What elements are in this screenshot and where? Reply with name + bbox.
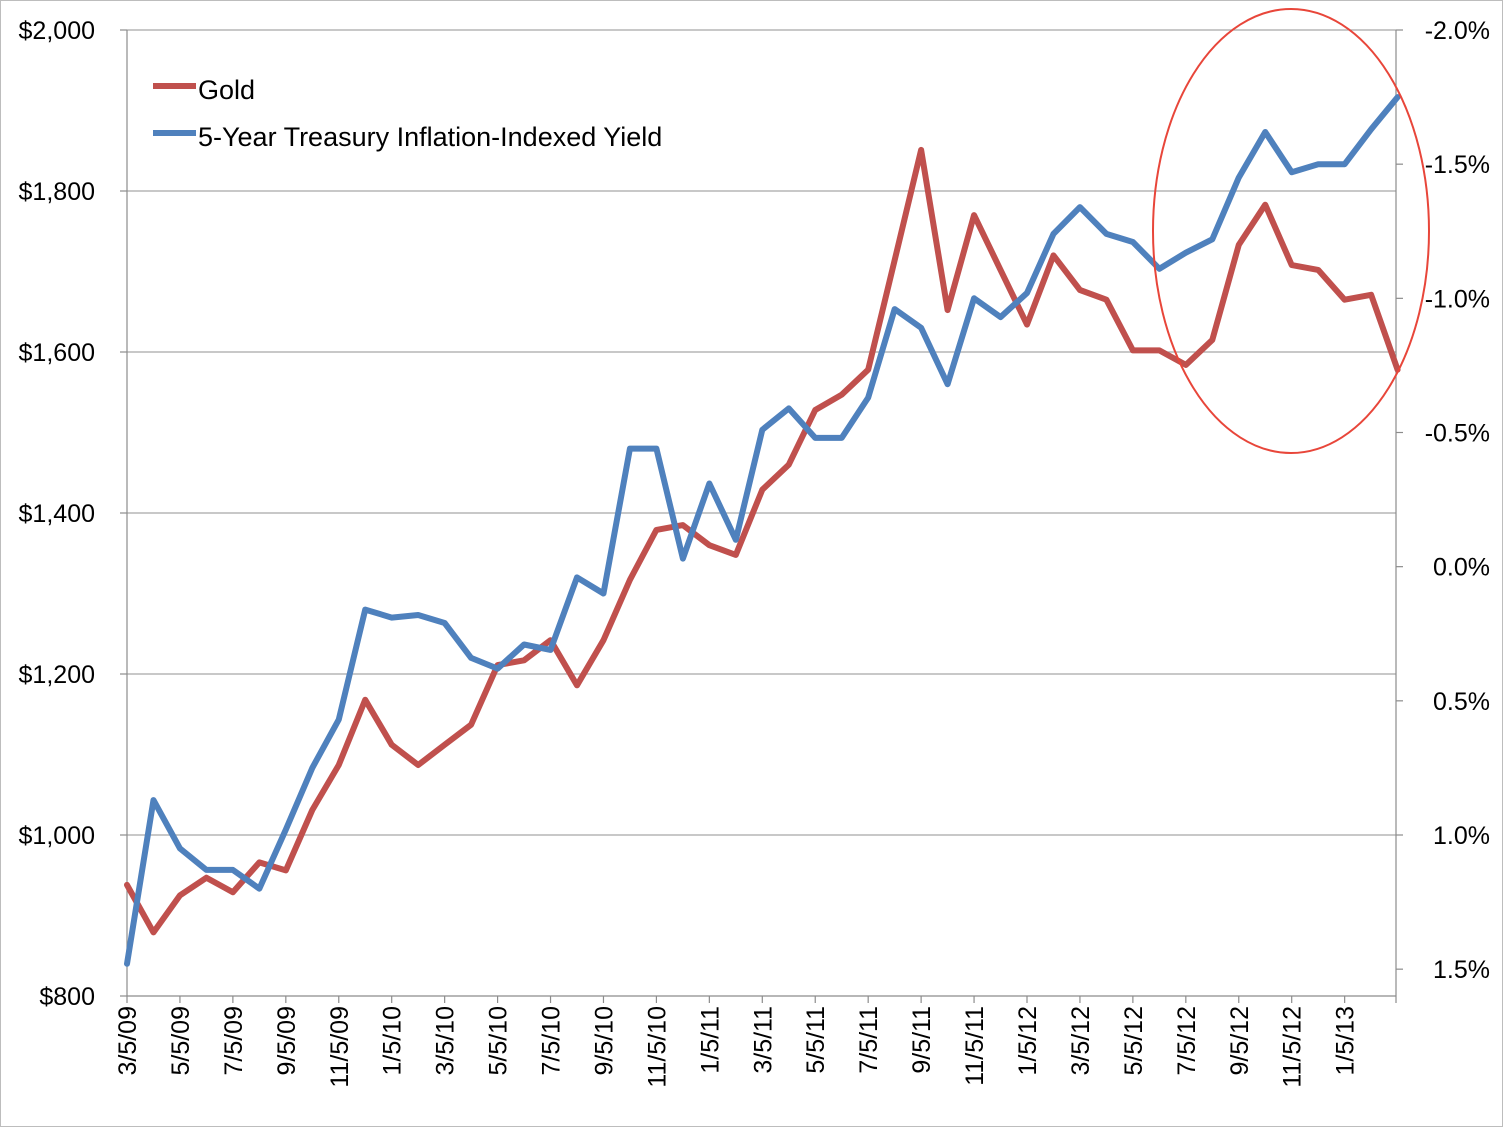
y-right-tick-label: 0.0% <box>1433 554 1490 582</box>
y-right-tick-label: 1.5% <box>1433 956 1490 984</box>
highlight-ellipse <box>1152 8 1430 454</box>
x-tick-label: 11/5/09 <box>326 1006 354 1088</box>
y-left-tick-label: $1,200 <box>19 661 95 689</box>
y-right-tick-label: -2.0% <box>1425 17 1490 45</box>
x-tick-label: 3/5/10 <box>432 1006 460 1076</box>
x-tick-label: 1/5/10 <box>379 1006 407 1076</box>
series-line-gold <box>124 146 1401 936</box>
x-tick-label: 7/5/10 <box>538 1006 566 1076</box>
y-right-tick-label: -1.5% <box>1425 151 1490 179</box>
x-tick-label: 7/5/09 <box>220 1006 248 1076</box>
x-tick-label: 5/5/12 <box>1120 1006 1148 1076</box>
x-tick-label: 7/5/11 <box>855 1006 883 1074</box>
x-tick-label: 1/5/13 <box>1332 1006 1360 1076</box>
series-line-yield <box>124 94 1401 967</box>
x-tick-label: 5/5/09 <box>167 1006 195 1076</box>
x-tick-label: 7/5/12 <box>1173 1006 1201 1076</box>
x-tick-label: 9/5/09 <box>273 1006 301 1076</box>
legend: Gold 5-Year Treasury Inflation-Indexed Y… <box>153 75 662 152</box>
x-tick-label: 9/5/11 <box>908 1006 936 1074</box>
y-right-tick-label: -1.0% <box>1425 285 1490 313</box>
y-left-tick-label: $1,600 <box>19 339 95 367</box>
y-right-tick-label: -0.5% <box>1425 420 1490 448</box>
y-right-tick-label: 0.5% <box>1433 688 1490 716</box>
x-tick-label: 5/5/10 <box>485 1006 513 1076</box>
x-tick-label: 11/5/11 <box>961 1006 989 1086</box>
series-lines <box>124 94 1401 967</box>
legend-label-gold: Gold <box>198 75 255 105</box>
x-tick-label: 3/5/09 <box>114 1006 142 1076</box>
y-left-tick-label: $1,400 <box>19 500 95 528</box>
axes: $800 $1,000 $1,200 $1,400 $1,600 $1,800 $2,000… <box>19 17 1490 1088</box>
x-tick-label: 9/5/10 <box>590 1006 618 1076</box>
gridlines <box>127 29 1396 836</box>
x-tick-label: 1/5/11 <box>696 1006 724 1074</box>
y-left-tick-label: $1,000 <box>19 822 95 850</box>
x-tick-label: 1/5/12 <box>1014 1006 1042 1076</box>
y-left-tick-label: $800 <box>39 983 95 1011</box>
legend-label-yield: 5-Year Treasury Inflation-Indexed Yield <box>198 122 662 152</box>
x-tick-label: 3/5/12 <box>1067 1006 1095 1076</box>
x-tick-label: 9/5/12 <box>1226 1006 1254 1076</box>
x-tick-label: 5/5/11 <box>802 1006 830 1074</box>
y-right-tick-label: 1.0% <box>1433 822 1490 850</box>
x-tick-label: 11/5/12 <box>1279 1006 1307 1088</box>
y-left-tick-label: $1,800 <box>19 178 95 206</box>
x-tick-label: 3/5/11 <box>749 1006 777 1074</box>
y-left-tick-label: $2,000 <box>19 17 95 45</box>
x-tick-label: 11/5/10 <box>643 1006 671 1088</box>
